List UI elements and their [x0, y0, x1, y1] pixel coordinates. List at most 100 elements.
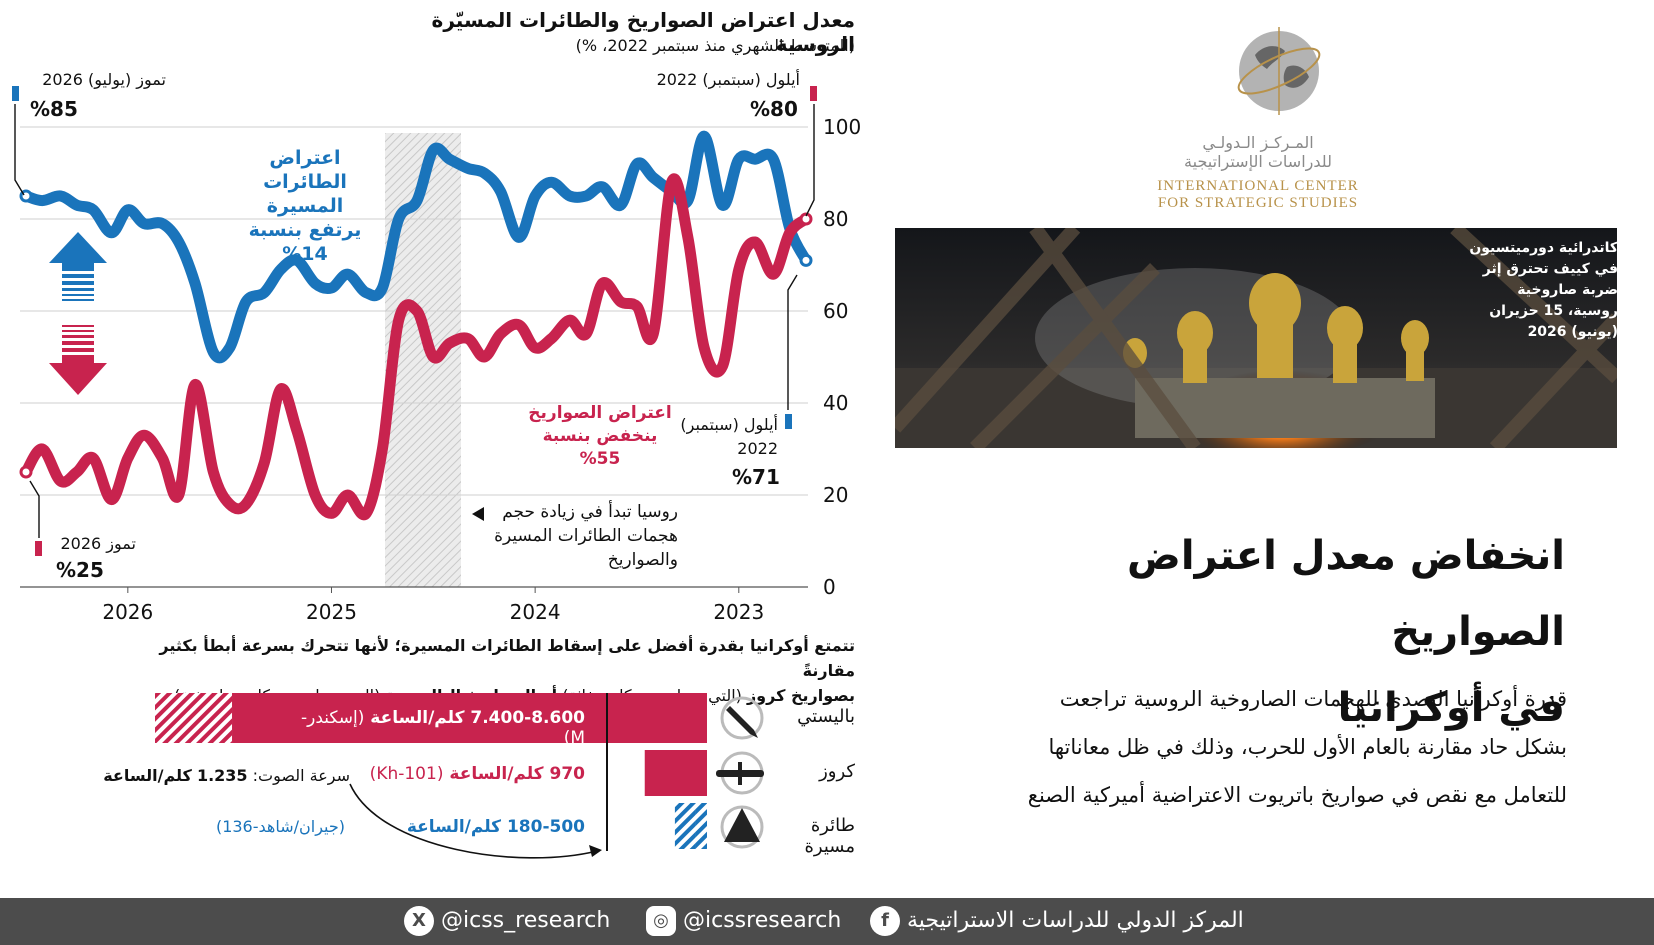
drone-label-line: يرتفع بنسبة	[248, 219, 362, 241]
top-left-leader	[14, 104, 25, 196]
russia-note-line: هجمات الطائرات المسيرة	[494, 526, 678, 546]
drone-icon	[720, 805, 764, 849]
arrowhead-icon	[589, 845, 602, 857]
cruise-missile-icon	[716, 751, 764, 795]
drone-pct: %14	[282, 243, 328, 265]
headline: انخفاض معدل اعتراض الصواريخ في أوكرانيا	[960, 518, 1565, 746]
y-tick-label: 0	[823, 575, 836, 599]
instagram-icon: ◎	[646, 906, 676, 936]
speed-bar	[695, 803, 707, 849]
missile-pct: %55	[579, 449, 621, 469]
instagram-handle: @icssresearch	[683, 908, 842, 933]
bottom-left-date: تموز 2026	[60, 534, 137, 553]
drone-bar-label: 180-500 كلم/الساعة	[406, 817, 585, 837]
drone-model: (جيران/شاهد-136)	[215, 817, 345, 836]
ballistic-label: باليستي	[797, 706, 855, 727]
photo-caption-line: ضربة صاروخية	[1517, 282, 1618, 298]
chart-title: معدل اعتراض الصواريخ والطائرات المسيّرة …	[431, 8, 855, 56]
footer-instagram-link[interactable]: ◎ @icssresearch	[646, 906, 841, 936]
photo-caption: كاتدرائية دورميتسيون في كييف تحترق إثر ض…	[1448, 238, 1618, 343]
logo-english-line: FOR STRATEGIC STUDIES	[1157, 195, 1359, 211]
top-right-date: أيلول (سبتمبر) 2022	[656, 70, 800, 89]
y-tick-label: 40	[823, 391, 848, 415]
y-tick-label: 20	[823, 483, 848, 507]
x-axis-ticks: 2023 2024 2025 2026	[102, 587, 764, 624]
drone-label: اعتراض الطائرات المسيرة يرتفع بنسبة %14	[225, 146, 385, 266]
bottom-left-value: %25	[56, 558, 104, 582]
bottom-right-date-line: 2022	[737, 439, 778, 458]
x-icon: X	[404, 906, 434, 936]
ballistic-speed: 7.400-8.600 كلم/الساعة	[370, 708, 585, 728]
bottom-right-date-line: أيلول (سبتمبر)	[680, 415, 778, 434]
y-tick-label: 80	[823, 207, 848, 231]
x-tick-label: 2025	[306, 600, 357, 624]
speed-range-bar	[155, 693, 233, 743]
interception-line-chart: 0 20 40 60 80 100 2023 2024 2025 2026	[12, 86, 861, 624]
missiles-start-point	[799, 212, 813, 226]
logo-english-line: INTERNATIONAL CENTER	[1157, 178, 1359, 194]
missile-label-line: اعتراض الصواريخ	[528, 403, 672, 423]
globe-logo-icon	[1237, 27, 1321, 115]
russia-escalation-note: روسيا تبدأ في زيادة حجم هجمات الطائرات ا…	[478, 500, 678, 572]
drone-legend-marker	[12, 86, 19, 101]
ballistic-bar-label: 7.400-8.600 كلم/الساعة (إسكندر-M)	[280, 708, 585, 748]
photo-caption-line: في كييف تحترق إثر	[1482, 261, 1618, 277]
speed-bar	[232, 693, 707, 743]
bottom-right-date: أيلول (سبتمبر) 2022	[650, 413, 778, 461]
speed-bar	[644, 750, 707, 796]
drone-legend-marker-right	[785, 414, 792, 429]
footer-x-link[interactable]: X @icss_research	[404, 906, 610, 936]
top-left-value: %85	[30, 97, 78, 121]
logo-arabic-line: المـركـز الـدولـي	[1202, 133, 1314, 152]
speed-header-line1: تتمتع أوكرانيا بقدرة أفضل على إسقاط الطا…	[159, 636, 855, 680]
bottom-right-value: %71	[732, 465, 780, 489]
y-tick-label: 60	[823, 299, 848, 323]
headline-line: انخفاض معدل اعتراض الصواريخ	[1127, 533, 1565, 655]
logo-arabic: المـركـز الـدولـي للدراسات الإستراتيجية	[1130, 133, 1386, 171]
photo-caption-line: روسية، 15 حزيران	[1489, 303, 1618, 319]
series-lines	[19, 130, 813, 521]
gridlines	[20, 126, 808, 496]
speed-range-bar	[674, 803, 696, 849]
speed-header-cruise: بصواريخ كروز	[746, 686, 855, 705]
top-right-value: %80	[750, 97, 798, 121]
cathedral-photo	[895, 228, 1617, 448]
ballistic-missile-icon	[720, 696, 764, 740]
footer-facebook-link[interactable]: f المركز الدولي للدراسات الاستراتيجية	[870, 906, 1244, 936]
bottom-right-leader	[787, 274, 798, 410]
russia-note-line: والصواريخ	[607, 550, 678, 570]
drone-label-line: المسيرة	[266, 195, 344, 217]
missiles-end-point	[19, 465, 33, 479]
speed-of-sound-value: 1.235	[196, 766, 248, 785]
cruise-model: (Kh-101)	[369, 764, 444, 784]
top-left-date: تموز (يوليو) 2026	[42, 70, 166, 89]
bottom-left-leader	[29, 480, 40, 538]
logo-english: INTERNATIONAL CENTER FOR STRATEGIC STUDI…	[1130, 178, 1386, 212]
russia-note-line: روسيا تبدأ في زيادة حجم	[502, 502, 678, 522]
pointer-triangle-icon	[472, 507, 484, 521]
x-tick-label: 2023	[713, 600, 764, 624]
x-tick-label: 2024	[510, 600, 561, 624]
photo-caption-line: (يونيو) 2026	[1527, 324, 1618, 340]
missile-label: اعتراض الصواريخ ينخفض بنسبة %55	[520, 402, 680, 471]
lead-line: قدرة أوكرانيا التصدي للهجمات الصاروخية ا…	[1059, 687, 1567, 711]
speed-of-sound-label: سرعة الصوت: 1.235 كلم/الساعة	[90, 766, 350, 785]
logo-arabic-line: للدراسات الإستراتيجية	[1184, 152, 1332, 171]
drone-label-line: اعتراض الطائرات	[263, 147, 347, 193]
lead-paragraph: قدرة أوكرانيا التصدي للهجمات الصاروخية ا…	[970, 675, 1567, 819]
facebook-icon: f	[870, 906, 900, 936]
lead-line: للتعامل مع نقص في صواريخ باتريوت الاعترا…	[1027, 783, 1567, 807]
y-tick-label: 100	[823, 115, 861, 139]
cruise-bar-label: 970 كلم/الساعة (Kh-101)	[360, 764, 585, 784]
cruise-speed: 970 كلم/الساعة	[449, 764, 585, 784]
down-arrow-icon	[49, 325, 107, 395]
speed-of-sound-unit: كلم/الساعة	[103, 766, 192, 785]
drones-start-point	[799, 253, 813, 267]
headline-line: في أوكرانيا	[1337, 685, 1565, 731]
x-handle: @icss_research	[441, 908, 611, 933]
speed-bars	[155, 693, 707, 849]
missiles-series-line	[20, 173, 812, 521]
facebook-name: المركز الدولي للدراسات الاستراتيجية	[907, 908, 1244, 933]
top-right-leader	[805, 104, 815, 217]
x-tick-label: 2026	[102, 600, 153, 624]
